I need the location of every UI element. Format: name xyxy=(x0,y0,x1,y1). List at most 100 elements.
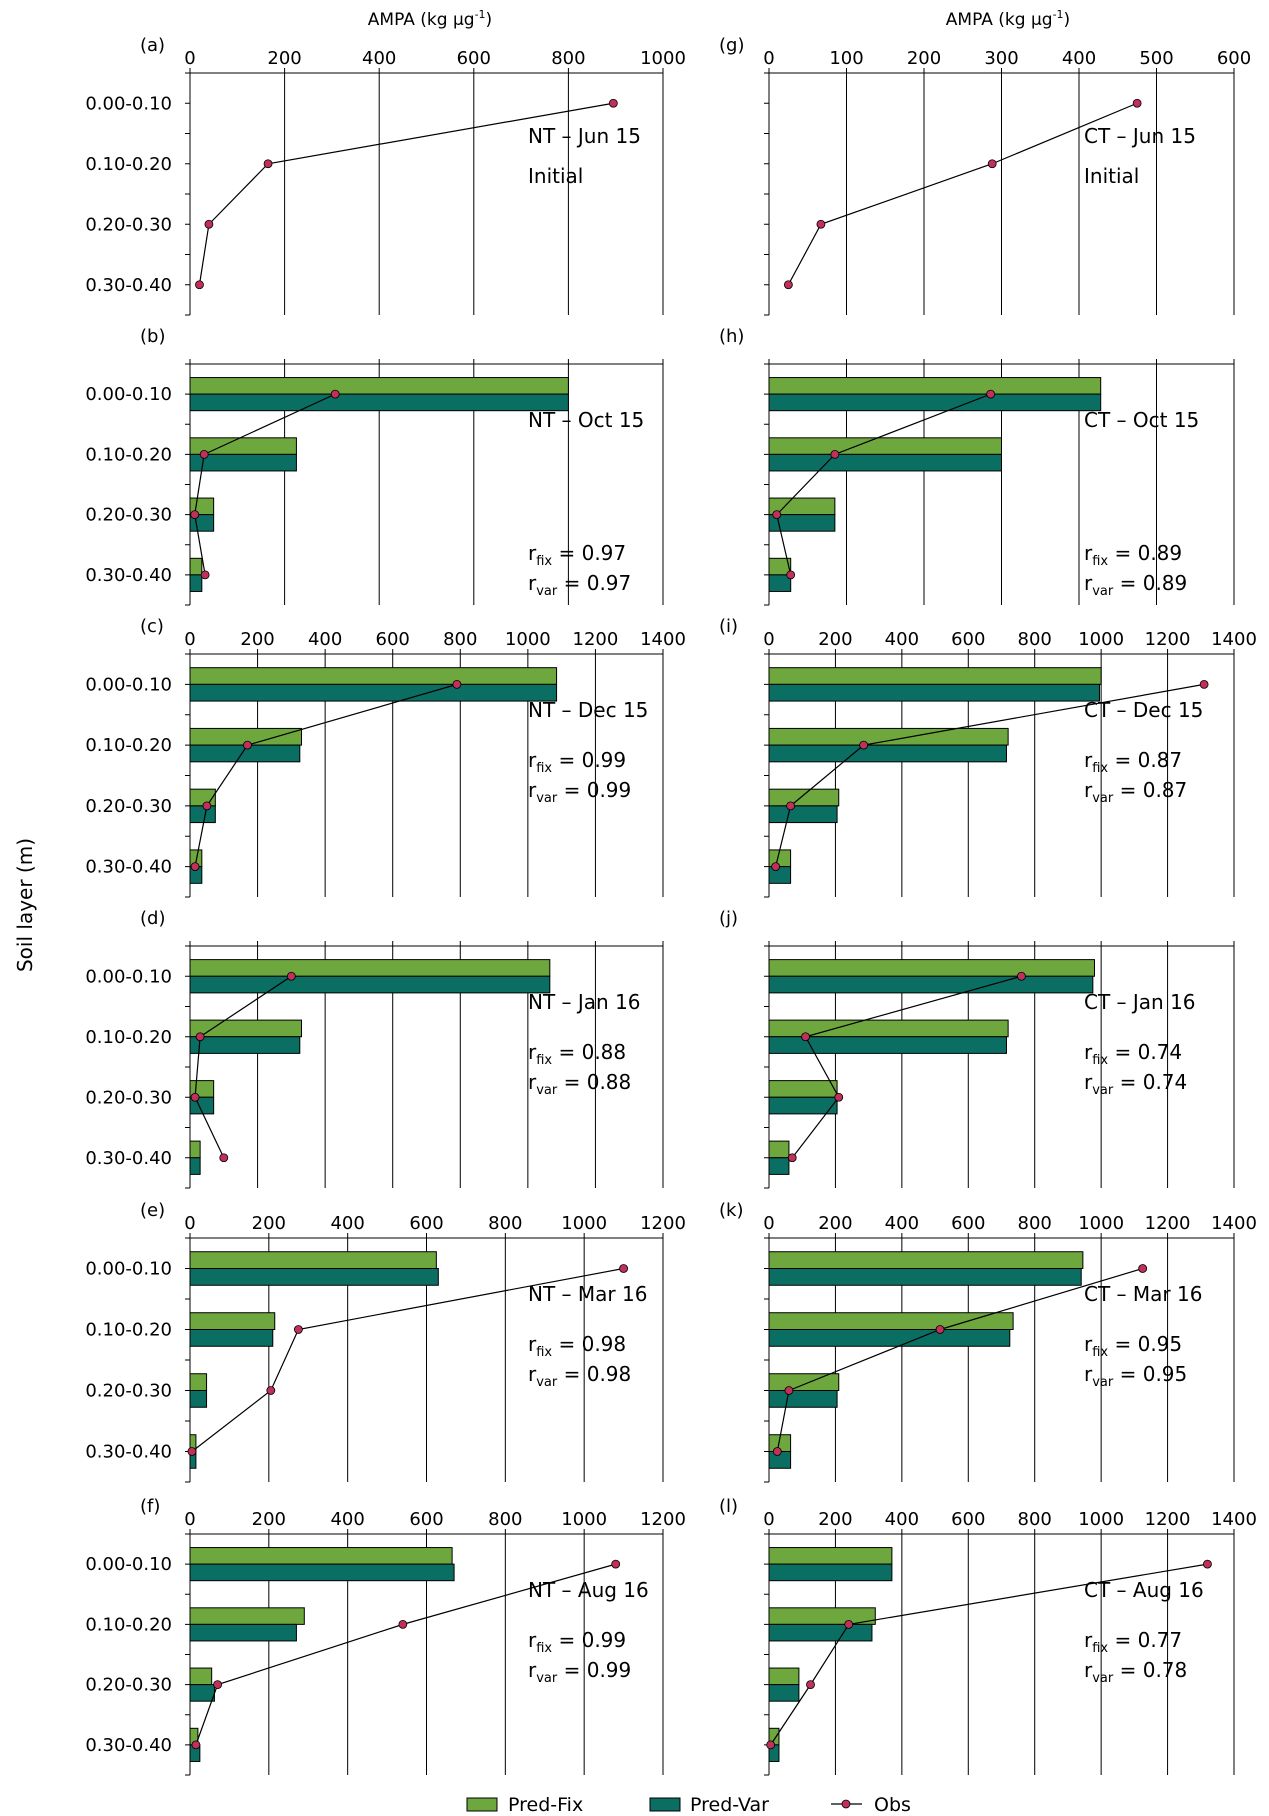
r-var-r: r xyxy=(528,778,537,802)
x-axis-label-right-close: ) xyxy=(1064,10,1071,30)
r-fix-r: r xyxy=(1084,748,1093,772)
obs-point xyxy=(190,510,200,520)
obs-point xyxy=(213,1680,222,1690)
x-tick-label: 400 xyxy=(308,629,342,650)
r-var-annotation: rvar = 0.89 xyxy=(1084,571,1187,599)
r-var-annotation: rvar = 0.74 xyxy=(1084,1070,1187,1098)
x-axis-label-right-main: AMPA (kg µg xyxy=(946,10,1053,30)
x-tick-label: 0 xyxy=(184,1213,195,1234)
x-tick-label: 100 xyxy=(829,48,863,69)
r-var-sub: var xyxy=(1092,1671,1114,1686)
obs-line xyxy=(191,1267,624,1452)
y-tick-label: 0.10-0.20 xyxy=(85,735,172,756)
bar-pred-var xyxy=(189,975,551,994)
obs-line xyxy=(775,683,1205,867)
r-fix-annotation: rfix = 0.99 xyxy=(528,1628,626,1656)
bar-pred-fix xyxy=(768,1251,1084,1269)
x-axis-label-left-close: ) xyxy=(486,10,493,30)
r-var-sub: var xyxy=(1092,1083,1114,1098)
obs-point xyxy=(266,1386,276,1395)
y-tick-label: 0.00-0.10 xyxy=(85,1259,172,1280)
r-var-r: r xyxy=(528,1362,537,1386)
bar-pred-var xyxy=(768,1268,1082,1286)
bar-pred-var xyxy=(189,1623,297,1642)
obs-point xyxy=(834,1092,844,1102)
r-var-value: = 0.97 xyxy=(557,571,631,595)
r-var-sub: var xyxy=(536,584,558,599)
r-var-r: r xyxy=(1084,1658,1093,1682)
obs-point xyxy=(844,1619,854,1629)
panel-label: (c) xyxy=(140,616,164,637)
r-var-annotation: rvar = 0.88 xyxy=(528,1070,631,1098)
panel-title: CT – Aug 16 xyxy=(1084,1578,1204,1602)
x-tick-label: 600 xyxy=(457,48,491,69)
x-tick-label: 0 xyxy=(184,48,195,69)
bar-pred-fix xyxy=(189,1140,201,1159)
panel-c: (c) 0 200 400 600 800 1000 1200 1400 0.00-0.10 0.1… xyxy=(85,616,686,898)
bar-pred-fix xyxy=(768,1312,1014,1330)
obs-point xyxy=(859,740,869,750)
x-tick-label: 800 xyxy=(443,629,477,650)
bar-pred-var xyxy=(189,1329,274,1347)
bar-pred-var xyxy=(768,683,1100,702)
bar-pred-var xyxy=(768,1096,838,1115)
obs-point xyxy=(786,570,796,580)
panel-b: (b) 0.00-0.10 0.10-0.20 0.20-0.30 0.30-0.40 N… xyxy=(85,326,664,606)
panel-k: (k) 0 200 400 600 800 1000 1200 1400 CT – Mar 16 r… xyxy=(719,1200,1257,1483)
obs-point xyxy=(987,159,997,169)
x-tick-label: 1400 xyxy=(1211,1213,1257,1234)
bar-pred-fix xyxy=(768,1547,893,1565)
x-axis-label-left-sup: -1 xyxy=(475,8,486,21)
bar-pred-fix xyxy=(189,959,551,977)
obs-point xyxy=(806,1680,815,1690)
x-tick-label: 400 xyxy=(1062,48,1096,69)
bar-pred-fix xyxy=(768,437,1002,455)
x-tick-label: 400 xyxy=(362,48,396,69)
r-var-annotation: rvar = 0.99 xyxy=(528,778,631,806)
panel-title: CT – Dec 15 xyxy=(1084,698,1203,722)
panel-title: CT – Jun 15 xyxy=(1084,124,1196,148)
legend-pred-fix-swatch xyxy=(466,1797,498,1812)
obs-point xyxy=(935,1325,945,1334)
y-tick-label: 0.10-0.20 xyxy=(85,1027,172,1048)
panel-label: (h) xyxy=(719,326,744,347)
x-tick-label: 200 xyxy=(267,48,301,69)
x-axis-label-right: AMPA (kg µg-1) xyxy=(946,8,1070,30)
x-axis-label-left: AMPA (kg µg-1) xyxy=(368,8,492,30)
bar-pred-var xyxy=(768,1157,790,1175)
panel-label: (g) xyxy=(719,35,744,56)
x-tick-label: 600 xyxy=(951,1213,985,1234)
y-tick-label: 0.30-0.40 xyxy=(85,565,172,586)
obs-line xyxy=(194,975,292,1159)
panel-title: NT – Dec 15 xyxy=(528,698,648,722)
r-fix-r: r xyxy=(1084,541,1093,565)
obs-point xyxy=(619,1264,628,1273)
obs-point xyxy=(202,801,212,811)
r-var-value: = 0.99 xyxy=(557,1658,631,1682)
obs-point xyxy=(1138,1264,1148,1273)
obs-point xyxy=(611,1559,621,1569)
y-tick-label: 0.30-0.40 xyxy=(85,1148,172,1169)
panel-i: (i) 0 200 400 600 800 1000 1200 1400 CT – Dec 15 r… xyxy=(719,616,1257,898)
obs-line xyxy=(198,102,614,285)
panel-title: NT – Mar 16 xyxy=(528,1282,647,1306)
r-var-sub: var xyxy=(536,1083,558,1098)
x-tick-label: 1000 xyxy=(1078,1213,1124,1234)
obs-point xyxy=(452,679,462,689)
bar-pred-fix xyxy=(768,667,1102,685)
r-fix-sub: fix xyxy=(1092,1641,1108,1656)
bar-pred-var xyxy=(768,975,1094,994)
bar-pred-var xyxy=(768,1329,1011,1347)
bar-pred-var xyxy=(189,805,216,824)
bar-pred-var xyxy=(768,393,1102,412)
x-tick-label: 200 xyxy=(818,1509,852,1530)
r-var-annotation: rvar = 0.99 xyxy=(528,1658,631,1686)
x-tick-label: 0 xyxy=(763,629,774,650)
obs-point xyxy=(200,570,210,580)
legend-pred-var-swatch xyxy=(649,1797,681,1812)
bar-pred-var xyxy=(189,1390,208,1408)
panel-l: (l) 0 200 400 600 800 1000 1200 1400 CT – Aug 16 r… xyxy=(719,1496,1257,1776)
obs-point xyxy=(263,159,273,169)
